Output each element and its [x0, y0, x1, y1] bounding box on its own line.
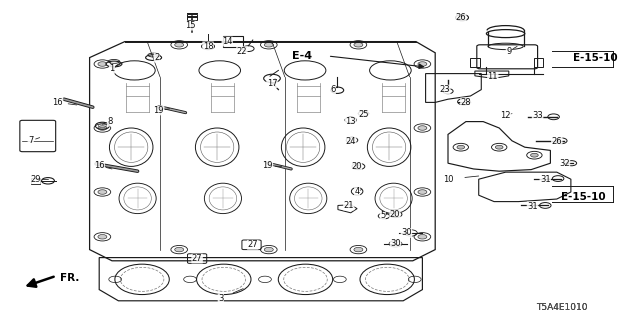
Text: 20: 20 [351, 162, 362, 171]
Text: 27: 27 [248, 240, 258, 249]
Text: 25: 25 [358, 110, 369, 119]
Text: 4: 4 [355, 188, 360, 196]
Text: 23: 23 [440, 85, 450, 94]
Text: 26: 26 [552, 137, 562, 146]
Text: T5A4E1010: T5A4E1010 [536, 303, 588, 312]
Circle shape [531, 153, 538, 157]
Text: 19: 19 [154, 106, 164, 115]
Text: 31: 31 [527, 202, 538, 211]
Text: 1: 1 [109, 64, 115, 73]
Text: 19: 19 [262, 161, 273, 170]
Text: 18: 18 [203, 42, 213, 51]
Text: 29: 29 [30, 175, 40, 184]
Circle shape [457, 145, 465, 149]
Text: 11: 11 [488, 72, 498, 81]
Text: 12: 12 [500, 111, 511, 120]
Circle shape [418, 126, 427, 130]
Circle shape [264, 247, 273, 252]
Text: 2: 2 [154, 53, 159, 62]
Circle shape [175, 247, 184, 252]
Circle shape [459, 16, 465, 19]
Text: 27: 27 [192, 254, 202, 263]
Text: 14: 14 [222, 37, 232, 46]
Circle shape [418, 235, 427, 239]
Text: 8: 8 [108, 117, 113, 126]
Text: T5A4E1010: T5A4E1010 [536, 303, 588, 312]
Text: 31: 31 [540, 175, 550, 184]
Circle shape [418, 62, 427, 66]
Text: E-15-10: E-15-10 [573, 52, 618, 63]
Text: E-4: E-4 [292, 51, 312, 61]
Circle shape [98, 190, 107, 194]
Circle shape [354, 247, 363, 252]
Circle shape [355, 165, 362, 168]
Text: 30: 30 [390, 239, 401, 248]
Text: 33: 33 [532, 111, 543, 120]
Text: 13: 13 [346, 117, 356, 126]
Circle shape [98, 126, 107, 130]
Text: 22: 22 [237, 47, 247, 56]
Circle shape [354, 43, 363, 47]
Text: 16: 16 [94, 161, 104, 170]
Text: 20: 20 [390, 210, 400, 219]
Circle shape [418, 190, 427, 194]
Text: 16: 16 [52, 98, 63, 107]
Text: 32: 32 [559, 159, 570, 168]
Text: E-15-10: E-15-10 [561, 192, 606, 202]
Text: 9: 9 [506, 47, 511, 56]
Text: 3: 3 [218, 294, 223, 303]
Text: 5: 5 [380, 212, 385, 220]
Circle shape [98, 235, 107, 239]
Circle shape [392, 213, 399, 216]
Text: 15: 15 [186, 21, 196, 30]
Circle shape [495, 145, 503, 149]
Text: 6: 6 [330, 85, 335, 94]
Text: 17: 17 [267, 79, 277, 88]
Text: 30: 30 [401, 228, 412, 237]
Text: 21: 21 [344, 201, 354, 210]
Text: 26: 26 [456, 13, 466, 22]
Text: 7: 7 [28, 136, 33, 145]
Bar [187, 14, 197, 20]
Circle shape [264, 43, 273, 47]
Text: 10: 10 [443, 175, 453, 184]
Text: 28: 28 [461, 98, 471, 107]
Circle shape [98, 62, 107, 66]
Text: FR.: FR. [60, 273, 79, 284]
Text: 24: 24 [346, 137, 356, 146]
Circle shape [175, 43, 184, 47]
